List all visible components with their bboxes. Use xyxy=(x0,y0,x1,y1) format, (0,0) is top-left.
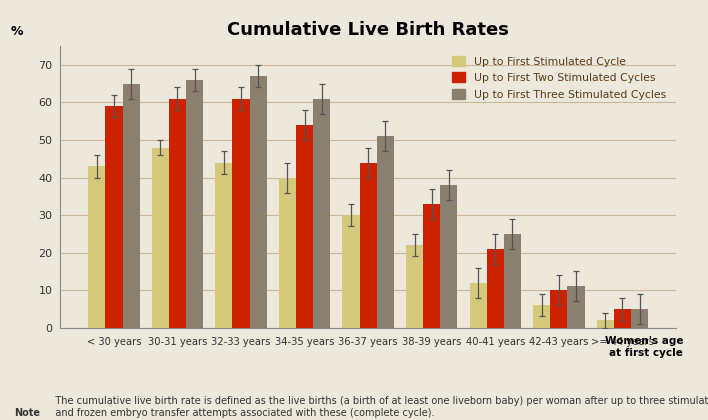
Bar xyxy=(152,147,169,328)
Text: %: % xyxy=(11,25,23,38)
Bar xyxy=(88,166,105,328)
Bar xyxy=(486,249,504,328)
Bar xyxy=(504,234,521,328)
Text: Note: Note xyxy=(14,408,40,418)
Bar xyxy=(296,125,313,328)
Bar xyxy=(550,290,567,328)
Bar xyxy=(377,136,394,328)
Bar xyxy=(597,320,614,328)
Bar xyxy=(440,185,457,328)
Text: Women's age
at first cycle: Women's age at first cycle xyxy=(605,336,683,357)
Bar xyxy=(567,286,585,328)
Bar xyxy=(279,178,296,328)
Bar xyxy=(122,84,139,328)
Bar xyxy=(360,163,377,328)
Title: Cumulative Live Birth Rates: Cumulative Live Birth Rates xyxy=(227,21,509,39)
Bar xyxy=(250,76,267,328)
Bar xyxy=(313,99,331,328)
Bar xyxy=(533,305,550,328)
Bar xyxy=(232,99,250,328)
Bar xyxy=(631,309,648,328)
Legend: Up to First Stimulated Cycle, Up to First Two Stimulated Cycles, Up to First Thr: Up to First Stimulated Cycle, Up to Firs… xyxy=(448,52,670,104)
Bar xyxy=(169,99,186,328)
Text: The cumulative live birth rate is defined as the live births (a birth of at leas: The cumulative live birth rate is define… xyxy=(46,396,708,418)
Bar xyxy=(105,106,122,328)
Bar xyxy=(406,245,423,328)
Bar xyxy=(186,80,203,328)
Bar xyxy=(423,204,440,328)
Bar xyxy=(614,309,631,328)
Bar xyxy=(469,283,486,328)
Bar xyxy=(343,215,360,328)
Bar xyxy=(215,163,232,328)
